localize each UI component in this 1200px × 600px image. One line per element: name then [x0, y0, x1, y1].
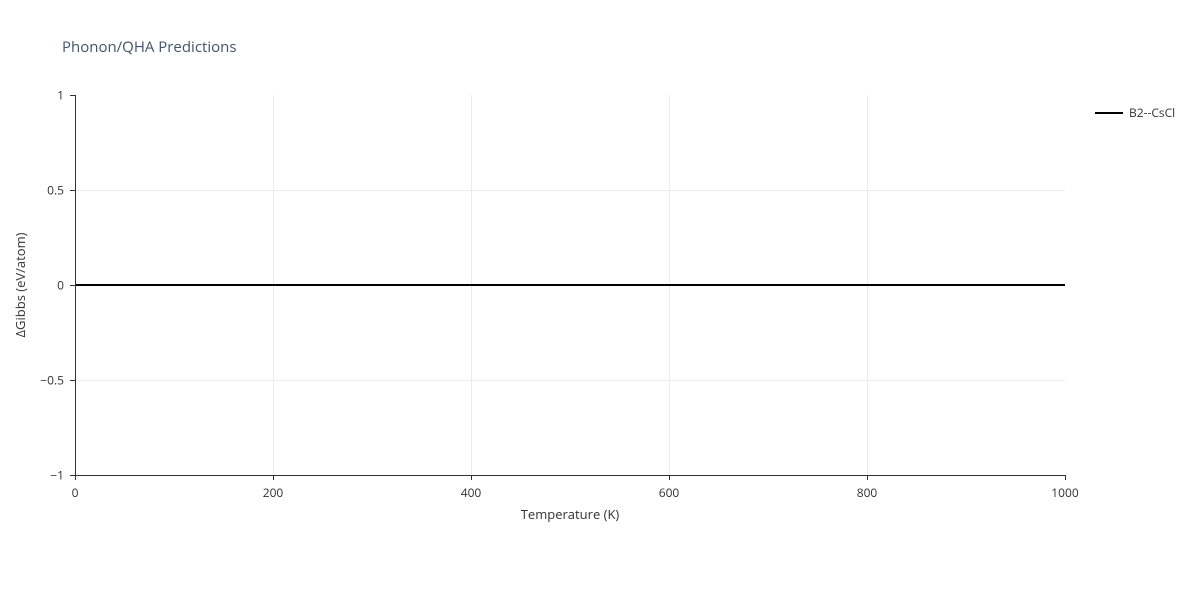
y-tick-label: −0.5	[40, 372, 64, 389]
x-tick-label: 600	[659, 484, 680, 501]
y-axis-line	[75, 95, 76, 475]
legend-swatch	[1095, 112, 1123, 114]
x-tick-mark	[1065, 475, 1066, 480]
grid-line-horizontal	[75, 380, 1065, 381]
x-axis-title: Temperature (K)	[521, 505, 620, 523]
y-tick-label: −1	[50, 467, 64, 484]
y-axis-title: ΔGibbs (eV/atom)	[11, 233, 29, 338]
plot-area[interactable]	[75, 95, 1065, 475]
x-tick-label: 1000	[1051, 484, 1078, 501]
y-tick-label: 0.5	[47, 182, 64, 199]
chart-root: Phonon/QHA Predictions Temperature (K) Δ…	[0, 0, 1200, 600]
x-tick-label: 400	[461, 484, 482, 501]
x-axis-line	[75, 475, 1065, 476]
y-tick-label: 0	[57, 277, 64, 294]
x-tick-label: 200	[263, 484, 284, 501]
chart-title: Phonon/QHA Predictions	[62, 37, 237, 57]
legend[interactable]: B2--CsCl	[1095, 104, 1175, 121]
x-tick-label: 800	[857, 484, 878, 501]
series-line-b2-cscl[interactable]	[75, 284, 1065, 287]
y-tick-label: 1	[57, 87, 64, 104]
x-tick-label: 0	[72, 484, 79, 501]
legend-series-label: B2--CsCl	[1129, 104, 1175, 121]
grid-line-horizontal	[75, 190, 1065, 191]
